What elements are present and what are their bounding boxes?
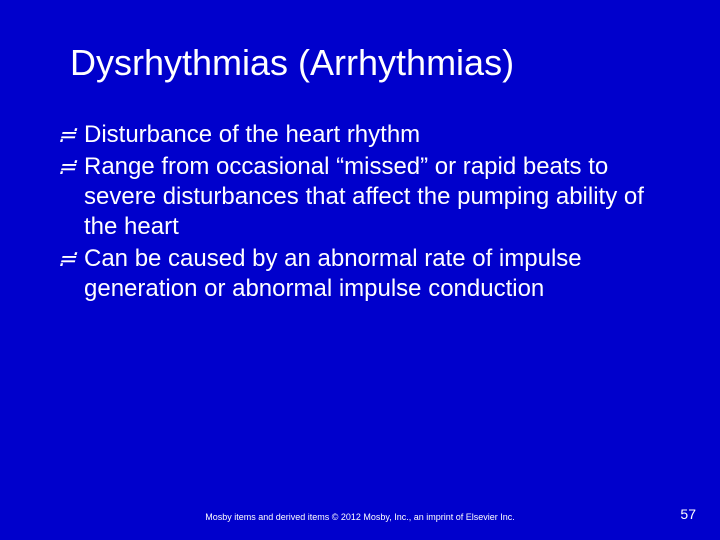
list-item: ≓ Range from occasional “missed” or rapi… — [50, 152, 670, 242]
bullet-text: Range from occasional “missed” or rapid … — [84, 152, 670, 242]
list-item: ≓ Can be caused by an abnormal rate of i… — [50, 244, 670, 304]
bullet-marker-icon: ≓ — [50, 244, 84, 274]
bullet-marker-icon: ≓ — [50, 120, 84, 150]
copyright-text: Mosby items and derived items © 2012 Mos… — [0, 512, 720, 522]
bullet-marker-icon: ≓ — [50, 152, 84, 182]
page-number: 57 — [680, 506, 696, 522]
slide-title: Dysrhythmias (Arrhythmias) — [70, 42, 514, 84]
bullet-list: ≓ Disturbance of the heart rhythm ≓ Rang… — [50, 120, 670, 306]
list-item: ≓ Disturbance of the heart rhythm — [50, 120, 670, 150]
bullet-text: Disturbance of the heart rhythm — [84, 120, 670, 150]
bullet-text: Can be caused by an abnormal rate of imp… — [84, 244, 670, 304]
